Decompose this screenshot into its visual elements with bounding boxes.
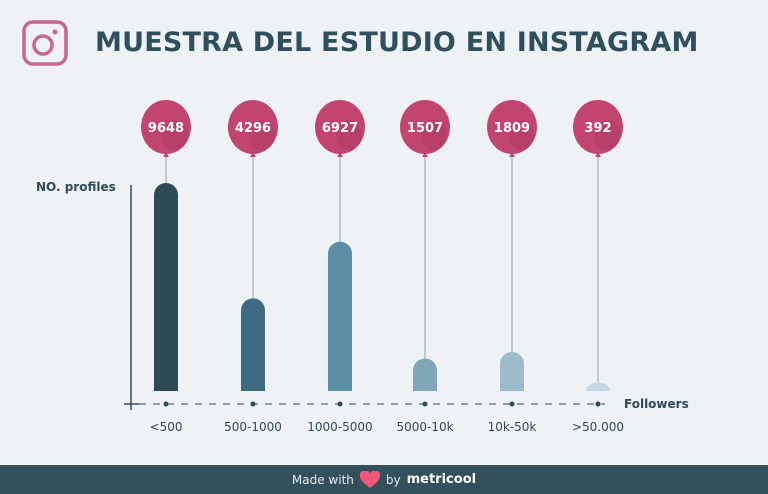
x-tick-label: 10k-50k (488, 420, 537, 434)
balloon-knot (595, 152, 601, 157)
balloon-shade (421, 120, 447, 150)
heart-icon (359, 470, 380, 488)
data-label: 1809 (494, 121, 530, 136)
balloon-knot (337, 152, 343, 157)
data-label: 6927 (322, 121, 358, 136)
bar (413, 358, 437, 391)
bar (586, 382, 610, 391)
made-with-text: Made with (291, 472, 354, 487)
instagram-icon (22, 20, 68, 70)
x-tick-dot (337, 401, 343, 407)
bar (154, 183, 178, 391)
bar (241, 298, 265, 391)
balloon-shade (594, 120, 620, 150)
balloon-knot (163, 152, 169, 157)
balloon-shade (508, 120, 534, 150)
x-axis-label: Followers (624, 397, 689, 411)
data-label: 392 (584, 121, 611, 136)
metricool-logo: metricool (406, 472, 477, 487)
x-tick-dot (250, 401, 256, 407)
balloon-shade (336, 120, 362, 150)
balloon-knot (422, 152, 428, 157)
balloon-knot (509, 152, 515, 157)
x-tick-label: 5000-10k (396, 420, 453, 434)
chart: NO. profiles Followers <500 9648 500-1000 4… (36, 100, 689, 434)
x-tick-dot (595, 401, 601, 407)
footer: Made with by metricool (0, 465, 768, 494)
y-axis-label: NO. profiles (36, 180, 116, 194)
bar (500, 352, 524, 391)
data-label: 4296 (235, 121, 271, 136)
x-tick-label: 500-1000 (224, 420, 282, 434)
page-title: MUESTRA DEL ESTUDIO EN INSTAGRAM (95, 27, 699, 58)
balloon-knot (250, 152, 256, 157)
x-tick-label: <500 (150, 420, 183, 434)
data-label: 1507 (407, 121, 443, 136)
x-tick-label: 1000-5000 (307, 420, 372, 434)
data-label: 9648 (148, 121, 184, 136)
bar (328, 241, 352, 391)
by-text: by (385, 472, 401, 487)
x-tick-label: >50.000 (572, 420, 624, 434)
balloon-shade (162, 120, 188, 150)
x-tick-dot (163, 401, 169, 407)
balloon-shade (249, 120, 275, 150)
x-tick-dot (509, 401, 515, 407)
x-tick-dot (422, 401, 428, 407)
